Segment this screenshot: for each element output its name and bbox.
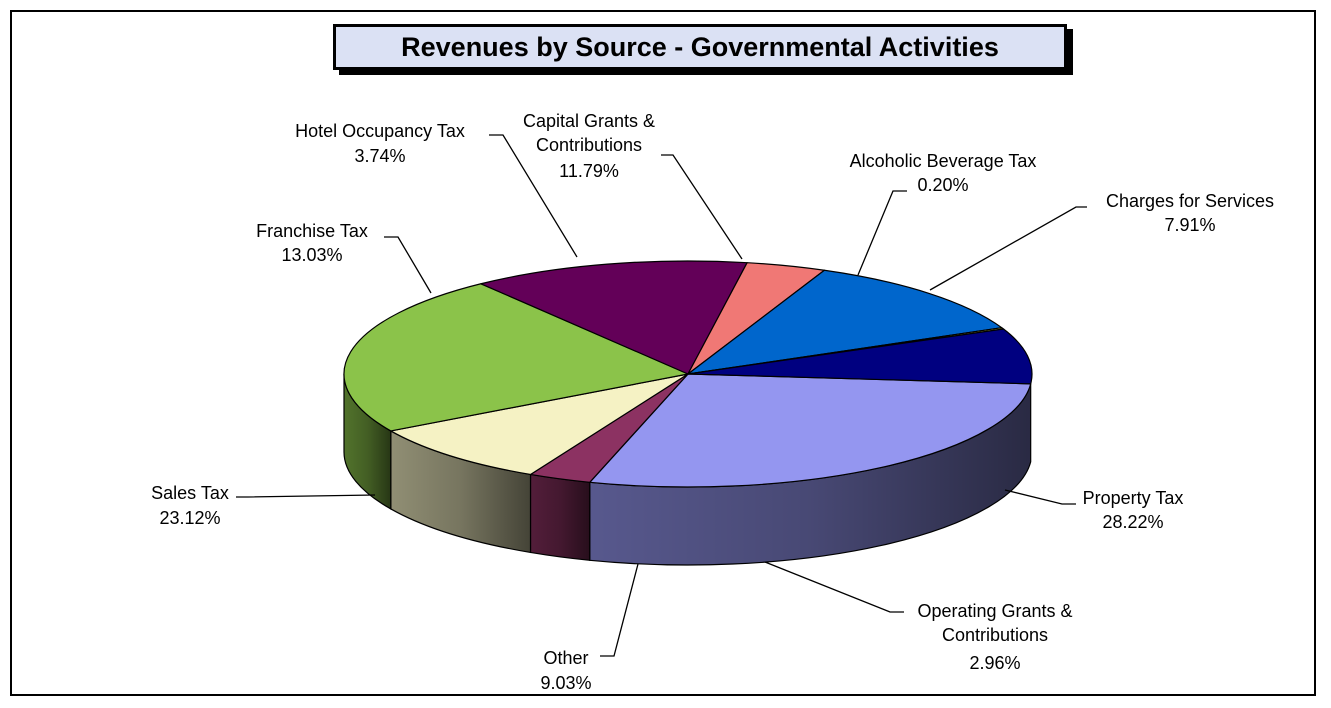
slice-name-label-3: Sales Tax [151, 483, 229, 503]
slice-name-label-6-line0: Capital Grants & [523, 111, 655, 131]
slice-pct-label-2: 9.03% [540, 673, 591, 693]
pie-side-shade-0 [589, 383, 1031, 566]
leader-line-7 [857, 190, 907, 276]
pie-slice-6 [687, 269, 1003, 375]
slice-pct-label-3: 23.12% [159, 508, 220, 528]
leader-line-2 [600, 563, 639, 657]
slice-name-label-8: Charges for Services [1106, 191, 1274, 211]
slice-pct-label-1: 2.96% [969, 653, 1020, 673]
slice-pct-label-4: 13.03% [281, 245, 342, 265]
pie-side-shade-2 [390, 430, 531, 553]
pie-slice-0 [589, 373, 1032, 488]
leader-line-3 [236, 494, 376, 498]
slice-name-label-2: Other [543, 648, 588, 668]
pie-slice-3 [343, 283, 689, 432]
pie-side-shade-3 [344, 374, 391, 509]
slice-name-label-7: Alcoholic Beverage Tax [850, 151, 1037, 171]
leader-line-0 [1004, 489, 1076, 505]
pie-slice-4 [480, 260, 748, 375]
chart-title: Revenues by Source - Governmental Activi… [401, 31, 999, 62]
slice-name-label-1-line0: Operating Grants & [917, 601, 1072, 621]
slice-pct-label-8: 7.91% [1164, 215, 1215, 235]
leader-line-8 [929, 206, 1087, 291]
leader-line-4 [384, 236, 432, 294]
slice-name-label-0: Property Tax [1083, 488, 1184, 508]
slice-name-label-6-line1: Contributions [536, 135, 642, 155]
slice-pct-label-0: 28.22% [1102, 512, 1163, 532]
slice-name-label-4: Franchise Tax [256, 221, 368, 241]
leader-line-1 [764, 561, 904, 613]
slice-pct-label-6: 11.79% [559, 161, 619, 181]
slice-pct-label-7: 0.20% [917, 175, 968, 195]
leader-line-5 [489, 134, 578, 258]
leader-line-6 [661, 154, 743, 260]
slice-name-label-5: Hotel Occupancy Tax [295, 121, 465, 141]
chart-title-box: Revenues by Source - Governmental Activi… [333, 24, 1067, 70]
pie-slice-8 [687, 328, 1033, 385]
pie-side-shade-1 [530, 474, 590, 561]
slice-pct-label-5: 3.74% [354, 146, 405, 166]
pie-slice-2 [390, 373, 689, 476]
slice-name-label-1-line1: Contributions [942, 625, 1048, 645]
